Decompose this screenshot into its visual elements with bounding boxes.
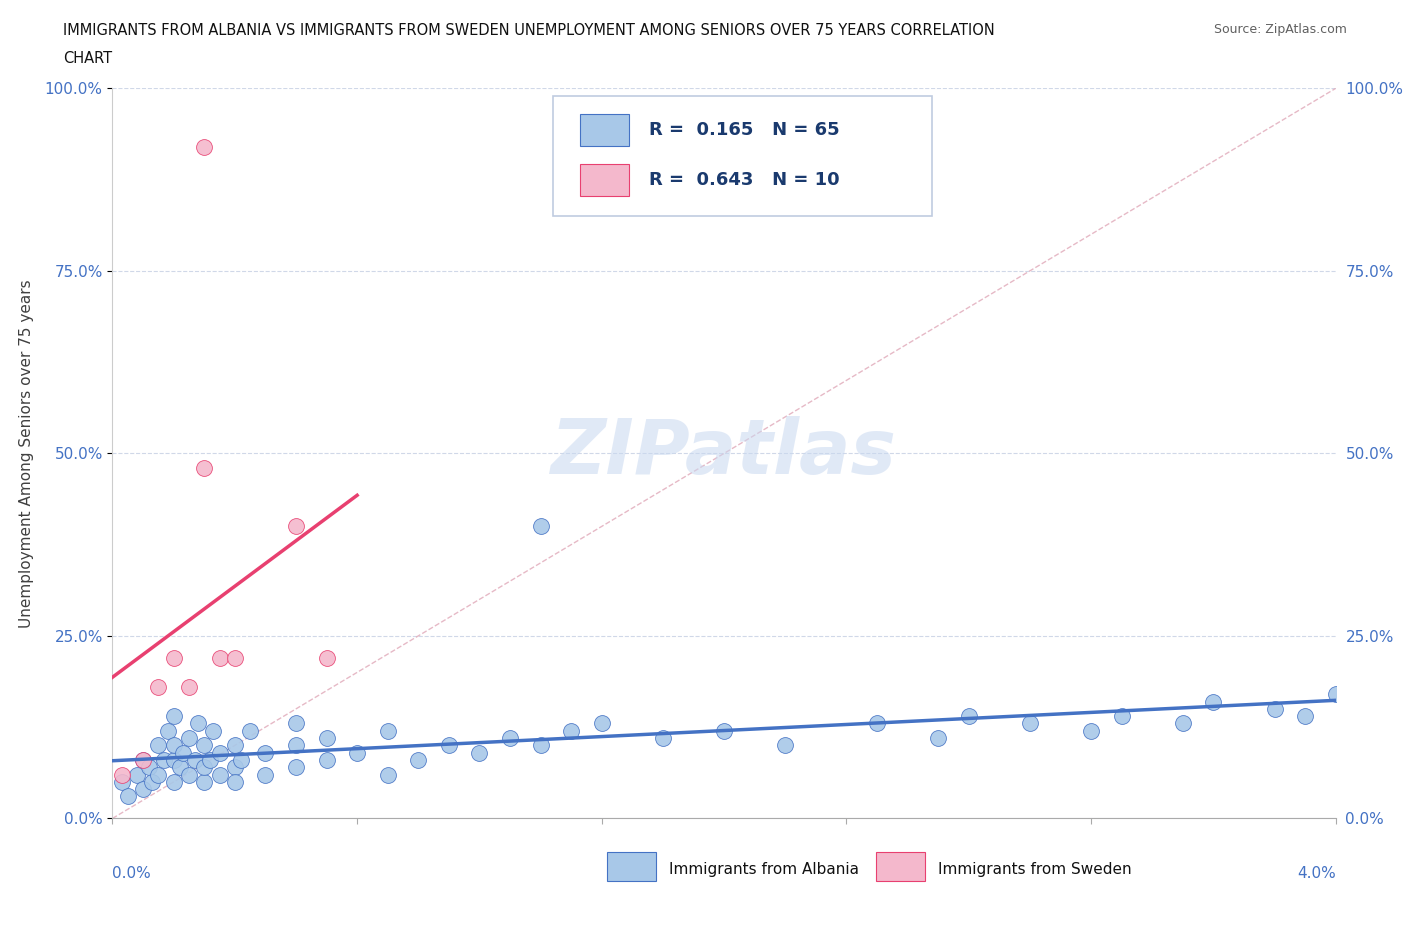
Y-axis label: Unemployment Among Seniors over 75 years: Unemployment Among Seniors over 75 years (18, 279, 34, 628)
FancyBboxPatch shape (606, 852, 655, 882)
Point (468, 745, 491, 760)
Point (132, 782, 155, 797)
Point (1264, 701, 1286, 716)
Point (193, 738, 215, 753)
Point (1111, 709, 1133, 724)
Point (239, 724, 262, 738)
Point (346, 745, 368, 760)
Point (284, 519, 308, 534)
Point (148, 738, 170, 753)
Point (138, 760, 160, 775)
Point (224, 760, 246, 775)
Point (111, 775, 134, 790)
Text: CHART: CHART (63, 51, 112, 66)
Point (652, 731, 675, 746)
Point (1294, 709, 1316, 724)
Point (1080, 724, 1102, 738)
Point (529, 519, 551, 534)
FancyBboxPatch shape (553, 96, 932, 216)
Point (125, 767, 148, 782)
Point (156, 724, 179, 738)
Point (315, 650, 337, 665)
FancyBboxPatch shape (876, 852, 925, 882)
Text: 0.0%: 0.0% (112, 866, 152, 881)
Point (187, 716, 209, 731)
Point (208, 650, 231, 665)
Point (713, 724, 735, 738)
Point (163, 775, 186, 790)
Point (193, 460, 215, 475)
Point (315, 752, 337, 767)
Point (957, 709, 980, 724)
Point (132, 752, 155, 767)
Point (284, 738, 308, 753)
Point (208, 767, 231, 782)
Point (408, 752, 430, 767)
Point (1324, 687, 1347, 702)
FancyBboxPatch shape (579, 164, 628, 195)
Point (169, 760, 191, 775)
Point (284, 760, 308, 775)
Point (529, 738, 551, 753)
Point (193, 140, 215, 154)
Point (224, 738, 246, 753)
Point (163, 738, 186, 753)
Point (1171, 716, 1194, 731)
Point (148, 680, 170, 695)
Point (193, 760, 215, 775)
Point (591, 716, 613, 731)
Point (184, 752, 207, 767)
Point (172, 745, 194, 760)
Point (177, 767, 200, 782)
Point (866, 716, 889, 731)
FancyBboxPatch shape (579, 113, 628, 146)
Point (224, 775, 246, 790)
Point (1018, 716, 1040, 731)
Point (177, 731, 200, 746)
Point (111, 767, 134, 782)
Point (560, 724, 582, 738)
Point (773, 738, 796, 753)
Point (499, 731, 522, 746)
Point (254, 745, 277, 760)
Point (200, 752, 222, 767)
Text: 4.0%: 4.0% (1296, 866, 1336, 881)
Point (254, 767, 277, 782)
Point (148, 767, 170, 782)
Text: R =  0.165   N = 65: R = 0.165 N = 65 (650, 121, 841, 139)
Point (208, 745, 231, 760)
Point (377, 724, 399, 738)
Text: IMMIGRANTS FROM ALBANIA VS IMMIGRANTS FROM SWEDEN UNEMPLOYMENT AMONG SENIORS OVE: IMMIGRANTS FROM ALBANIA VS IMMIGRANTS FR… (63, 23, 995, 38)
Point (437, 738, 460, 753)
Point (141, 775, 163, 790)
Text: Immigrants from Sweden: Immigrants from Sweden (938, 862, 1132, 877)
Text: ZIPatlas: ZIPatlas (551, 417, 897, 490)
Point (163, 650, 186, 665)
Point (202, 724, 225, 738)
Point (927, 731, 949, 746)
Point (163, 752, 186, 767)
Point (377, 767, 399, 782)
Point (229, 752, 252, 767)
Point (284, 716, 308, 731)
Text: Immigrants from Albania: Immigrants from Albania (669, 862, 859, 877)
Point (315, 731, 337, 746)
Point (1202, 694, 1225, 709)
Point (163, 709, 186, 724)
Point (224, 650, 246, 665)
Point (132, 752, 155, 767)
Point (117, 789, 139, 804)
Text: Source: ZipAtlas.com: Source: ZipAtlas.com (1213, 23, 1347, 36)
Point (153, 752, 176, 767)
Text: R =  0.643   N = 10: R = 0.643 N = 10 (650, 170, 841, 189)
Point (193, 775, 215, 790)
Point (177, 680, 200, 695)
